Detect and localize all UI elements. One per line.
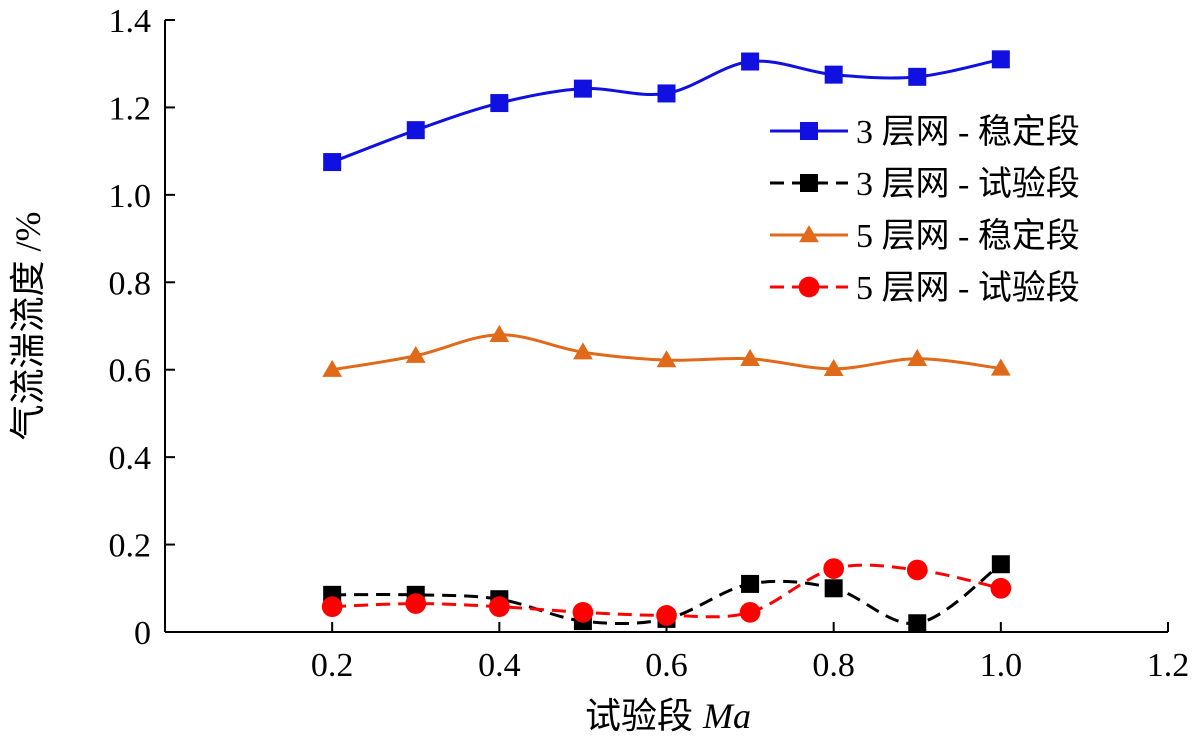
legend-item-4: 5 层网 - 试验段	[770, 269, 1080, 307]
data-point	[741, 574, 760, 593]
y-tick-label: 0.4	[109, 440, 152, 477]
data-point	[740, 348, 760, 366]
x-axis-title-text: 试验段	[585, 696, 693, 736]
data-point	[572, 601, 594, 623]
legend-marker	[798, 276, 820, 298]
data-point	[656, 605, 677, 626]
series-3	[322, 324, 1011, 377]
legend: 3 层网 - 稳定段 3 层网 - 试验段 5 层网 - 稳定段 5 层网 - 试验段	[770, 113, 1080, 307]
series-1	[323, 50, 1010, 172]
data-point	[741, 52, 760, 71]
data-point	[405, 593, 427, 614]
data-point	[489, 324, 510, 342]
y-tick-label: 1.0	[109, 178, 152, 215]
y-tick-label: 1.4	[109, 3, 152, 40]
data-point	[908, 614, 927, 633]
data-point	[657, 84, 676, 103]
legend-marker	[800, 122, 818, 140]
axes: 0.2 0.4 0.6 0.8 1.0 1.2 0 0.2 0.4 0.6 0.8 1.0 1.2 1.4	[109, 3, 1190, 684]
x-tick-label: 0.6	[645, 647, 688, 684]
legend-marker	[800, 174, 818, 192]
series-4	[321, 558, 1012, 626]
x-tick-label: 0.8	[812, 647, 855, 684]
data-point	[908, 67, 927, 86]
data-point	[322, 359, 343, 377]
legend-item-1: 3 层网 - 稳定段	[770, 113, 1080, 151]
series-layer	[321, 50, 1012, 633]
legend-item-3: 5 层网 - 稳定段	[770, 217, 1080, 255]
y-tick-label: 1.2	[109, 90, 152, 127]
data-point	[739, 601, 761, 623]
data-point	[824, 579, 843, 598]
y-tick-label: 0.8	[109, 265, 152, 302]
x-tick-label: 1.2	[1147, 647, 1190, 684]
legend-marker	[799, 225, 819, 243]
data-point	[991, 50, 1010, 69]
y-tick-label: 0.6	[109, 353, 152, 390]
data-point	[321, 596, 343, 617]
legend-label: 5 层网 - 试验段	[856, 269, 1080, 307]
data-point	[405, 345, 426, 363]
data-point	[906, 559, 928, 581]
data-point	[823, 558, 845, 579]
y-tick-label: 0	[134, 615, 151, 652]
x-axis-title: 试验段 Ma	[585, 696, 751, 736]
legend-label: 3 层网 - 试验段	[856, 165, 1080, 203]
data-point	[907, 348, 928, 366]
data-point	[573, 342, 593, 360]
data-point	[990, 577, 1012, 599]
legend-item-2: 3 层网 - 试验段	[770, 165, 1080, 203]
x-tick-label: 1.0	[980, 647, 1023, 684]
data-point	[323, 153, 342, 172]
data-point	[990, 358, 1011, 376]
data-point	[991, 555, 1010, 574]
data-point	[573, 79, 592, 98]
data-point	[406, 121, 425, 140]
x-axis-title-symbol: Ma	[702, 696, 751, 736]
legend-label: 5 层网 - 稳定段	[856, 217, 1080, 255]
x-tick-label: 0.2	[311, 647, 354, 684]
data-point	[656, 350, 677, 368]
x-tick-label: 0.4	[478, 647, 521, 684]
legend-label: 3 层网 - 稳定段	[856, 113, 1080, 151]
data-point	[488, 596, 510, 617]
data-point	[823, 358, 844, 377]
data-point	[490, 94, 509, 113]
data-point	[824, 65, 843, 84]
y-tick-label: 0.2	[109, 528, 152, 565]
y-axis-title: 气流湍流度 /%	[8, 212, 48, 441]
